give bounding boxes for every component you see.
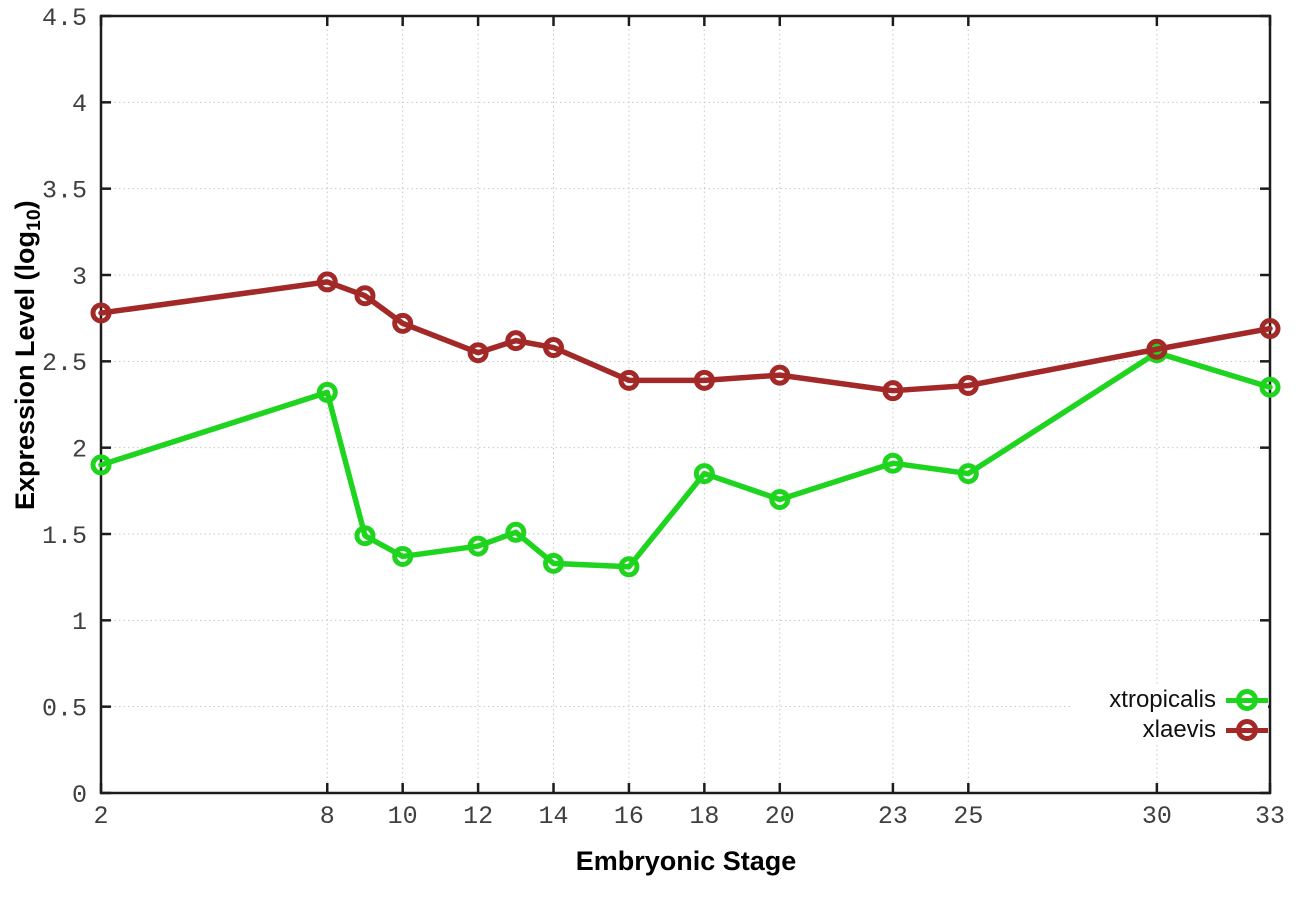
data-point-xtropicalis — [543, 552, 565, 574]
x-tick-label: 2 — [93, 802, 108, 831]
legend-label-xlaevis: xlaevis — [1142, 716, 1216, 743]
data-point-xtropicalis — [392, 545, 414, 567]
data-point-xtropicalis — [693, 463, 715, 485]
data-point-xlaevis — [316, 271, 338, 293]
data-point-xlaevis — [467, 342, 489, 364]
data-point-xtropicalis — [316, 381, 338, 403]
x-tick-label: 25 — [953, 802, 983, 831]
data-point-xtropicalis — [1259, 376, 1281, 398]
legend-label-xtropicalis: xtropicalis — [1109, 686, 1216, 713]
data-point-xlaevis — [693, 369, 715, 391]
x-tick-label: 16 — [614, 802, 644, 831]
data-point-xtropicalis — [618, 556, 640, 578]
data-point-xtropicalis — [505, 521, 527, 543]
series-line-xtropicalis — [98, 349, 1273, 570]
series-line-xlaevis — [98, 279, 1273, 394]
y-axis-title: Expression Level (log10) — [10, 55, 46, 655]
legend-row-xlaevis: xlaevis — [1072, 715, 1268, 745]
x-tick-label: 20 — [765, 802, 795, 831]
data-point-xlaevis — [354, 285, 376, 307]
y-tick-label: 1 — [72, 608, 87, 637]
data-point-xtropicalis — [467, 535, 489, 557]
plot-border — [99, 14, 1272, 795]
y-tick-label: 0.5 — [42, 694, 87, 723]
legend-marker-xtropicalis — [1226, 688, 1268, 712]
y-tick-label: 3.5 — [42, 176, 87, 205]
y-tick-label: 4 — [72, 90, 87, 119]
data-point-xlaevis — [90, 302, 112, 324]
data-point-xlaevis — [543, 337, 565, 359]
data-point-xlaevis — [882, 380, 904, 402]
y-tick-label: 0 — [72, 781, 87, 810]
data-point-xlaevis — [1259, 318, 1281, 340]
data-point-xlaevis — [1146, 338, 1168, 360]
x-tick-label: 23 — [878, 802, 908, 831]
data-point-xlaevis — [957, 375, 979, 397]
y-axis-title-text: Expression Level (log — [9, 230, 40, 511]
data-point-xtropicalis — [769, 488, 791, 510]
x-axis-title: Embryonic Stage — [575, 846, 797, 876]
data-point-xlaevis — [769, 364, 791, 386]
open-circle-icon — [1236, 689, 1258, 711]
legend-marker-xlaevis — [1226, 718, 1268, 742]
y-tick-label: 2.5 — [42, 349, 87, 378]
x-tick-label: 30 — [1142, 802, 1172, 831]
data-point-xtropicalis — [957, 463, 979, 485]
y-axis-title-subscript: 10 — [23, 209, 46, 231]
legend: xtropicalis xlaevis — [1072, 685, 1268, 745]
y-tick-label: 2 — [72, 435, 87, 464]
y-tick-label: 1.5 — [42, 522, 87, 551]
data-point-xlaevis — [618, 369, 640, 391]
data-point-xlaevis — [392, 312, 414, 334]
x-tick-label: 18 — [689, 802, 719, 831]
data-point-xtropicalis — [90, 454, 112, 476]
y-tick-label: 3 — [72, 263, 87, 292]
y-axis-title-close: ) — [9, 200, 40, 210]
data-point-xtropicalis — [882, 452, 904, 474]
data-point-xtropicalis — [354, 525, 376, 547]
y-tick-label: 4.5 — [42, 4, 87, 33]
x-tick-label: 8 — [320, 802, 335, 831]
legend-row-xtropicalis: xtropicalis — [1072, 685, 1268, 715]
open-circle-icon — [1236, 719, 1258, 741]
x-tick-label: 10 — [388, 802, 418, 831]
data-point-xlaevis — [505, 330, 527, 352]
x-tick-label: 12 — [463, 802, 493, 831]
x-tick-label: 14 — [539, 802, 569, 831]
x-tick-label: 33 — [1255, 802, 1285, 831]
